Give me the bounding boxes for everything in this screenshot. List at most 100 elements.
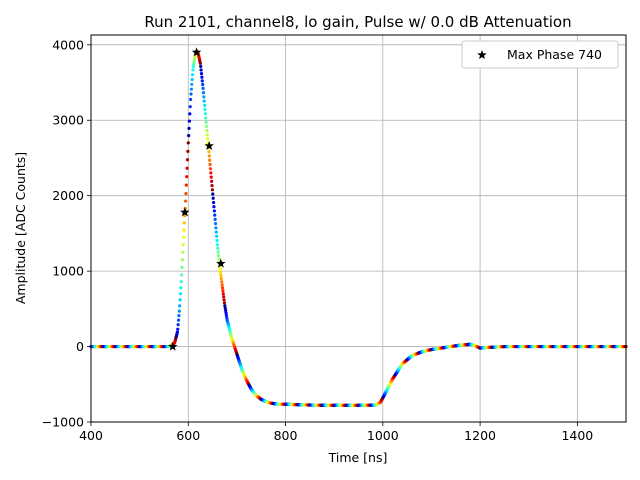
max-phase-markers [167,47,226,351]
y-tick-label: −1000 [42,415,84,430]
x-tick-label: 400 [79,428,103,443]
legend-box [461,40,619,69]
data-point [202,99,206,103]
data-point [202,95,206,99]
data-point [217,253,221,258]
x-tick-label: 600 [176,428,200,443]
data-point [182,235,186,239]
data-point [182,228,186,232]
data-point [185,158,190,162]
legend: Max Phase 740 [461,40,619,69]
data-point [207,154,211,158]
data-point [187,119,192,123]
data-point [208,167,213,171]
data-point [216,246,220,250]
data-point [185,166,189,170]
data-point [215,234,219,238]
data-point [215,243,220,247]
data-point [201,82,205,87]
data-point [222,295,226,299]
chart-title: Run 2101, channel8, lo gain, Pulse w/ 0.… [144,13,571,31]
data-point [219,274,223,278]
max-phase-star [204,140,214,150]
x-tick-label: 1400 [561,428,593,443]
data-point [179,286,183,290]
data-point [178,304,182,308]
data-point [213,213,217,217]
data-point [223,306,227,310]
data-point [205,133,209,137]
x-tick-label: 800 [274,428,298,443]
data-point [203,112,207,116]
y-axis-ticks: −1000 0 1000 2000 3000 4000 [42,37,91,430]
data-point [177,314,181,318]
plot-background [91,35,626,422]
data-point [198,61,202,65]
data-point [181,243,185,247]
y-tick-label: 1000 [52,264,84,279]
data-point [214,230,218,234]
legend-star-icon [477,50,487,60]
data-point [217,257,221,261]
plot-frame [90,34,627,423]
data-point [200,75,204,79]
data-point [188,112,192,116]
data-point [220,283,224,287]
data-point [180,258,185,262]
max-phase-star [167,341,178,351]
data-point [209,175,213,179]
data-point [188,105,192,109]
data-point [180,265,184,269]
y-tick-label: 0 [76,339,84,354]
data-point [213,221,218,226]
y-tick-label: 4000 [52,37,84,52]
data-point [211,200,216,205]
x-axis-label: Time [ns] [328,450,388,465]
data-point [199,64,203,68]
data-point [191,68,195,72]
data-point [211,196,215,200]
data-point [215,238,219,243]
data-point [213,217,217,221]
data-point [176,323,180,327]
data-point [179,280,183,284]
data-point [218,271,223,275]
data-point [204,120,208,124]
data-point [224,308,228,313]
y-tick-label: 3000 [52,113,84,128]
data-point [199,68,203,72]
data-point [190,77,194,82]
max-phase-star [191,47,202,57]
data-point [200,79,204,83]
data-point [224,313,229,317]
data-point [222,298,226,302]
data-point [176,318,181,322]
data-point [221,292,225,296]
data-point [218,268,222,272]
data-point [180,273,184,277]
data-point [189,87,193,91]
data-point [225,316,229,320]
x-axis-ticks: 400 600 800 1000 1200 1400 [79,422,593,443]
data-point [211,192,215,196]
data-point [183,199,188,203]
data-point [189,97,193,102]
data-point [182,221,186,225]
x-tick-label: 1200 [464,428,496,443]
data-point [199,72,204,76]
data-point [206,137,210,141]
data-point [177,309,181,313]
data-point [212,209,216,213]
data-point [219,277,223,281]
data-point [222,301,227,305]
data-point [186,149,190,153]
data-point [209,171,213,175]
y-axis-label: Amplitude [ADC Counts] [13,152,28,304]
data-point [176,327,180,331]
data-points [89,50,628,408]
data-point [221,289,225,293]
data-point [178,298,182,302]
data-point [216,250,220,254]
data-point [201,86,205,91]
